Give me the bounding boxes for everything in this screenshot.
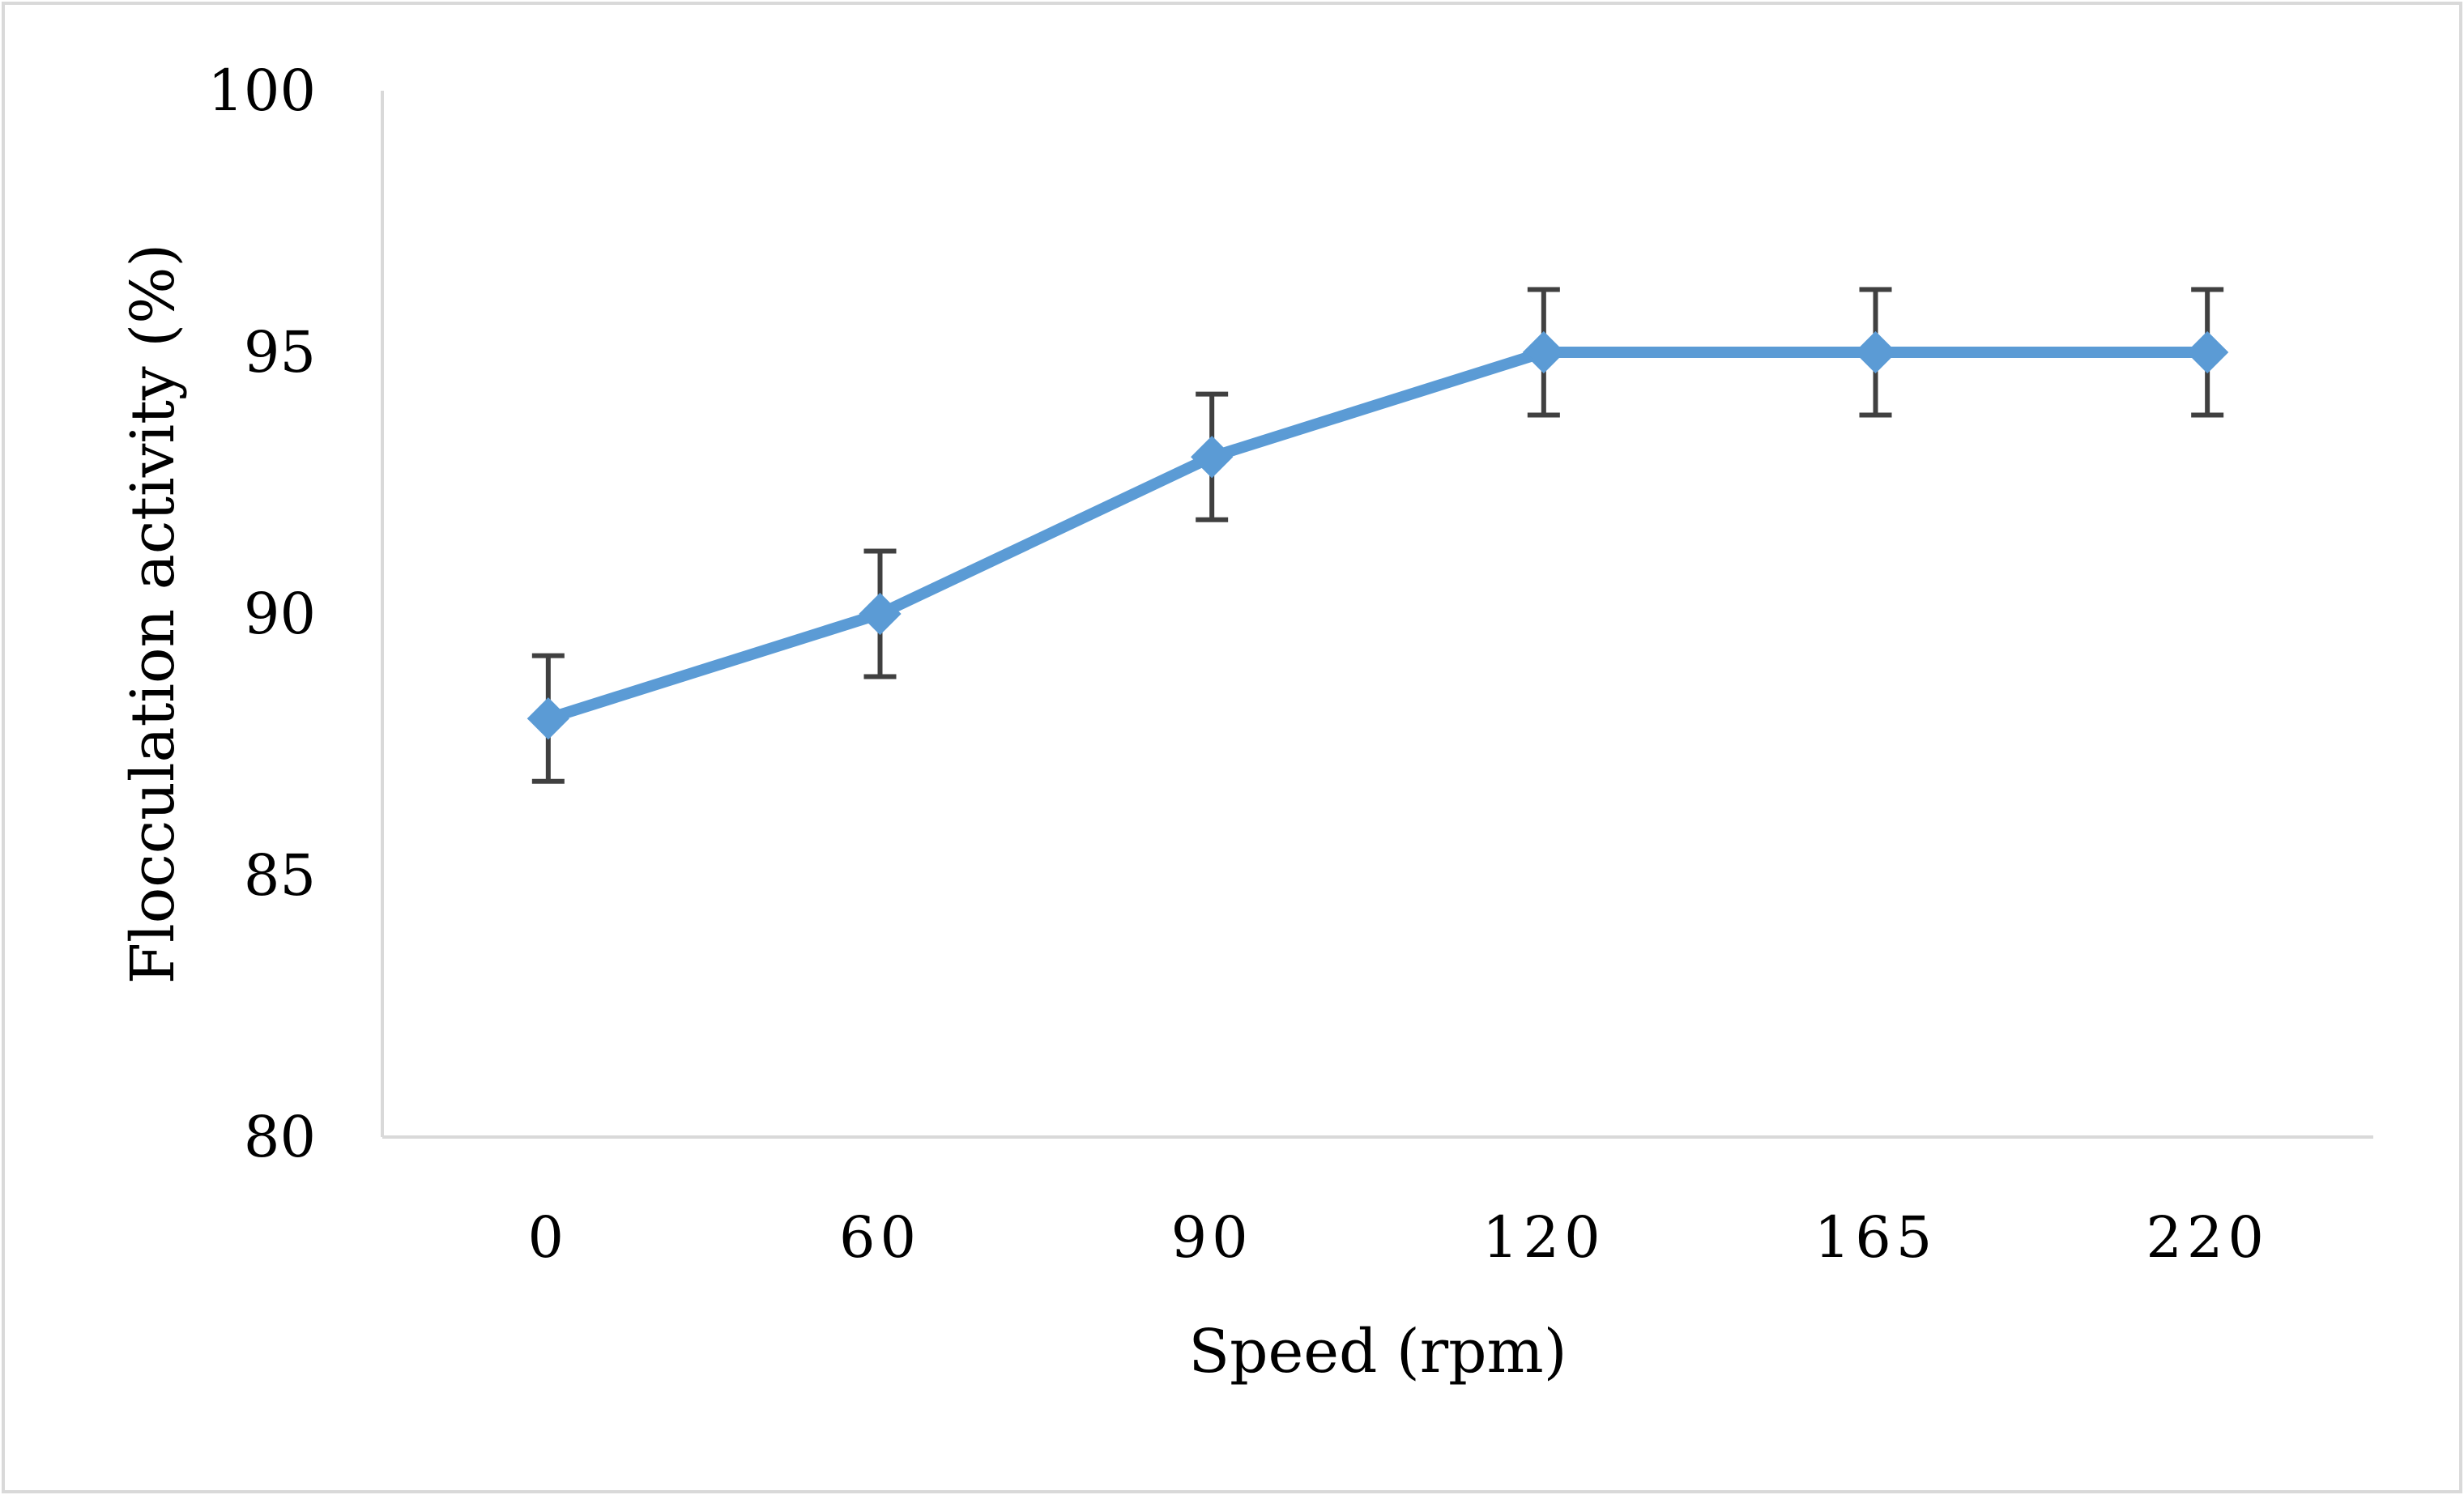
x-tick-label: 90 (1171, 1204, 1253, 1271)
x-axis-title: Speed (rpm) (1188, 1317, 1567, 1386)
series-line (542, 347, 2214, 725)
x-tick-labels: 0 60 90 120 165 220 (528, 1204, 2269, 1271)
x-tick-label: 165 (1814, 1204, 1938, 1271)
x-tick-label: 0 (528, 1204, 569, 1271)
x-tick-label: 220 (2146, 1204, 2269, 1271)
y-tick-label: 100 (207, 58, 316, 124)
x-tick-label: 120 (1482, 1204, 1605, 1271)
series-layer (542, 347, 2214, 725)
y-tick-label: 85 (244, 842, 316, 909)
data-markers (526, 330, 2229, 740)
y-tick-label: 90 (244, 581, 316, 647)
y-tick-label: 80 (244, 1104, 316, 1170)
axes-layer (381, 91, 2373, 1139)
data-point-marker (1522, 330, 1565, 374)
data-point-marker (859, 592, 902, 636)
data-point-marker (2186, 330, 2229, 374)
data-point-marker (1191, 436, 1234, 479)
x-tick-label: 60 (839, 1204, 921, 1271)
y-axis-title: Flocculation activity (%) (118, 244, 188, 985)
data-point-marker (526, 697, 569, 740)
y-tick-labels: 80 85 90 95 100 (207, 58, 316, 1170)
y-tick-label: 95 (244, 319, 316, 385)
data-point-marker (1854, 330, 1897, 374)
